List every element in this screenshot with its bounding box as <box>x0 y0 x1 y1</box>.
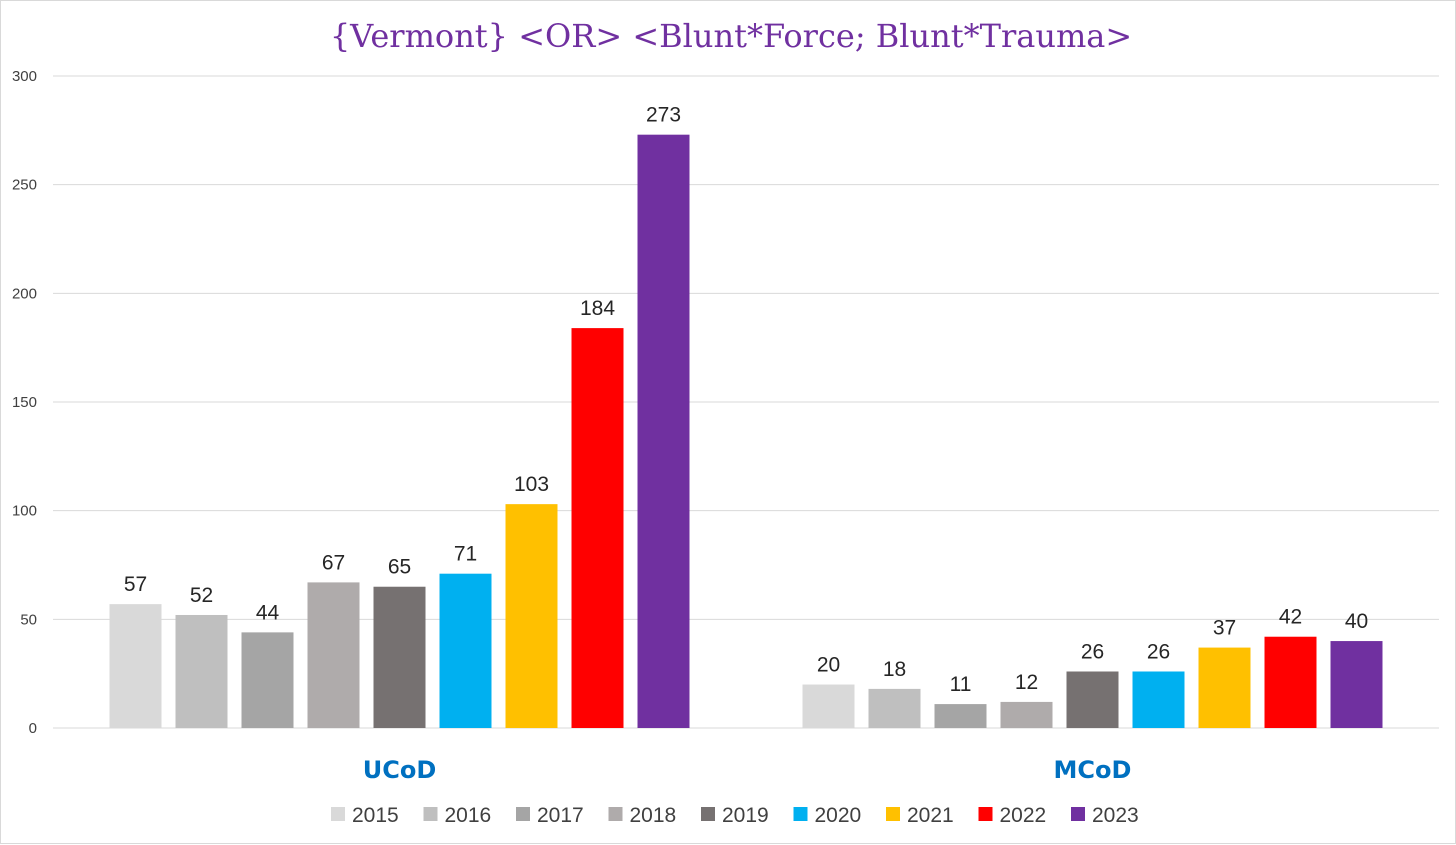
legend-swatch-2019 <box>701 807 715 821</box>
legend-swatch-2022 <box>978 807 993 821</box>
data-label-mcod-2022: 42 <box>1279 606 1302 629</box>
legend-label-2022: 2022 <box>1000 804 1047 827</box>
data-label-mcod-2015: 20 <box>817 654 840 677</box>
category-label-ucod: UCoD <box>363 756 437 784</box>
y-tick-label: 50 <box>20 611 37 628</box>
bar-ucod-2018 <box>307 582 360 728</box>
legend-swatch-2015 <box>331 807 345 821</box>
bar-ucod-2020 <box>439 573 492 728</box>
bar-mcod-2023 <box>1330 641 1383 728</box>
legend-label-2015: 2015 <box>352 804 399 827</box>
data-label-ucod-2023: 273 <box>646 104 681 127</box>
data-label-mcod-2021: 37 <box>1213 617 1236 640</box>
y-tick-label: 100 <box>12 503 37 520</box>
bar-mcod-2018 <box>1000 701 1053 728</box>
legend-label-2021: 2021 <box>907 804 954 827</box>
data-label-ucod-2021: 103 <box>514 473 549 496</box>
legend-swatch-2020 <box>793 807 808 821</box>
legend-swatch-2017 <box>516 807 530 821</box>
y-tick-label: 250 <box>12 177 37 194</box>
category-labels: UCoD MCoD <box>363 756 1132 784</box>
legend-label-2020: 2020 <box>815 804 862 827</box>
legend-label-2018: 2018 <box>630 804 677 827</box>
data-label-ucod-2017: 44 <box>256 601 280 624</box>
y-tick-label: 150 <box>12 394 37 411</box>
legend-label-2017: 2017 <box>537 804 584 827</box>
bar-mcod-2022 <box>1264 636 1317 728</box>
data-label-mcod-2017: 11 <box>950 673 972 696</box>
data-label-ucod-2016: 52 <box>190 584 213 607</box>
bar-mcod-2021 <box>1198 647 1251 728</box>
legend: 2015 2016 2017 2018 2019 2020 2021 2022 2023 <box>331 804 1139 827</box>
bar-ucod-2015 <box>109 604 162 728</box>
bar-mcod-2019 <box>1066 671 1119 728</box>
data-label-ucod-2022: 184 <box>580 297 615 320</box>
bars <box>109 134 1383 728</box>
data-label-mcod-2020: 26 <box>1147 640 1170 663</box>
category-label-mcod: MCoD <box>1054 756 1132 784</box>
bar-ucod-2022 <box>571 328 624 728</box>
legend-swatch-2021 <box>886 807 900 821</box>
data-label-mcod-2019: 26 <box>1081 640 1104 663</box>
legend-swatch-2023 <box>1071 807 1085 821</box>
legend-label-2023: 2023 <box>1092 804 1139 827</box>
bar-ucod-2016 <box>175 614 228 728</box>
y-tick-label: 0 <box>29 720 37 737</box>
bar-ucod-2019 <box>373 586 426 728</box>
data-label-mcod-2023: 40 <box>1345 610 1368 633</box>
legend-label-2019: 2019 <box>722 804 769 827</box>
gridlines <box>53 75 1439 729</box>
bar-ucod-2017 <box>241 632 294 728</box>
bar-ucod-2021 <box>505 504 558 728</box>
legend-swatch-2018 <box>608 807 623 821</box>
data-label-ucod-2018: 67 <box>322 551 345 574</box>
chart-title: {Vermont} <OR> <Blunt*Force; Blunt*Traum… <box>330 17 1132 55</box>
legend-swatch-2016 <box>423 807 438 821</box>
data-label-mcod-2016: 18 <box>883 658 906 681</box>
bar-mcod-2016 <box>868 688 921 728</box>
data-label-ucod-2020: 71 <box>454 543 477 566</box>
bar-ucod-2023 <box>637 134 690 728</box>
y-tick-label: 300 <box>12 68 37 85</box>
data-label-mcod-2018: 12 <box>1015 671 1038 694</box>
data-labels: 57 52 44 67 65 71 103 184 273 20 18 11 12 26 26 37 42 40 <box>124 104 1368 696</box>
data-label-ucod-2015: 57 <box>124 573 147 596</box>
bar-mcod-2020 <box>1132 671 1185 728</box>
legend-label-2016: 2016 <box>445 804 492 827</box>
y-tick-label: 200 <box>12 285 37 302</box>
data-label-ucod-2019: 65 <box>388 556 411 579</box>
y-axis-ticks: 0 50 100 150 200 250 300 <box>12 68 37 737</box>
bar-mcod-2017 <box>934 704 987 728</box>
bar-mcod-2015 <box>802 684 855 728</box>
